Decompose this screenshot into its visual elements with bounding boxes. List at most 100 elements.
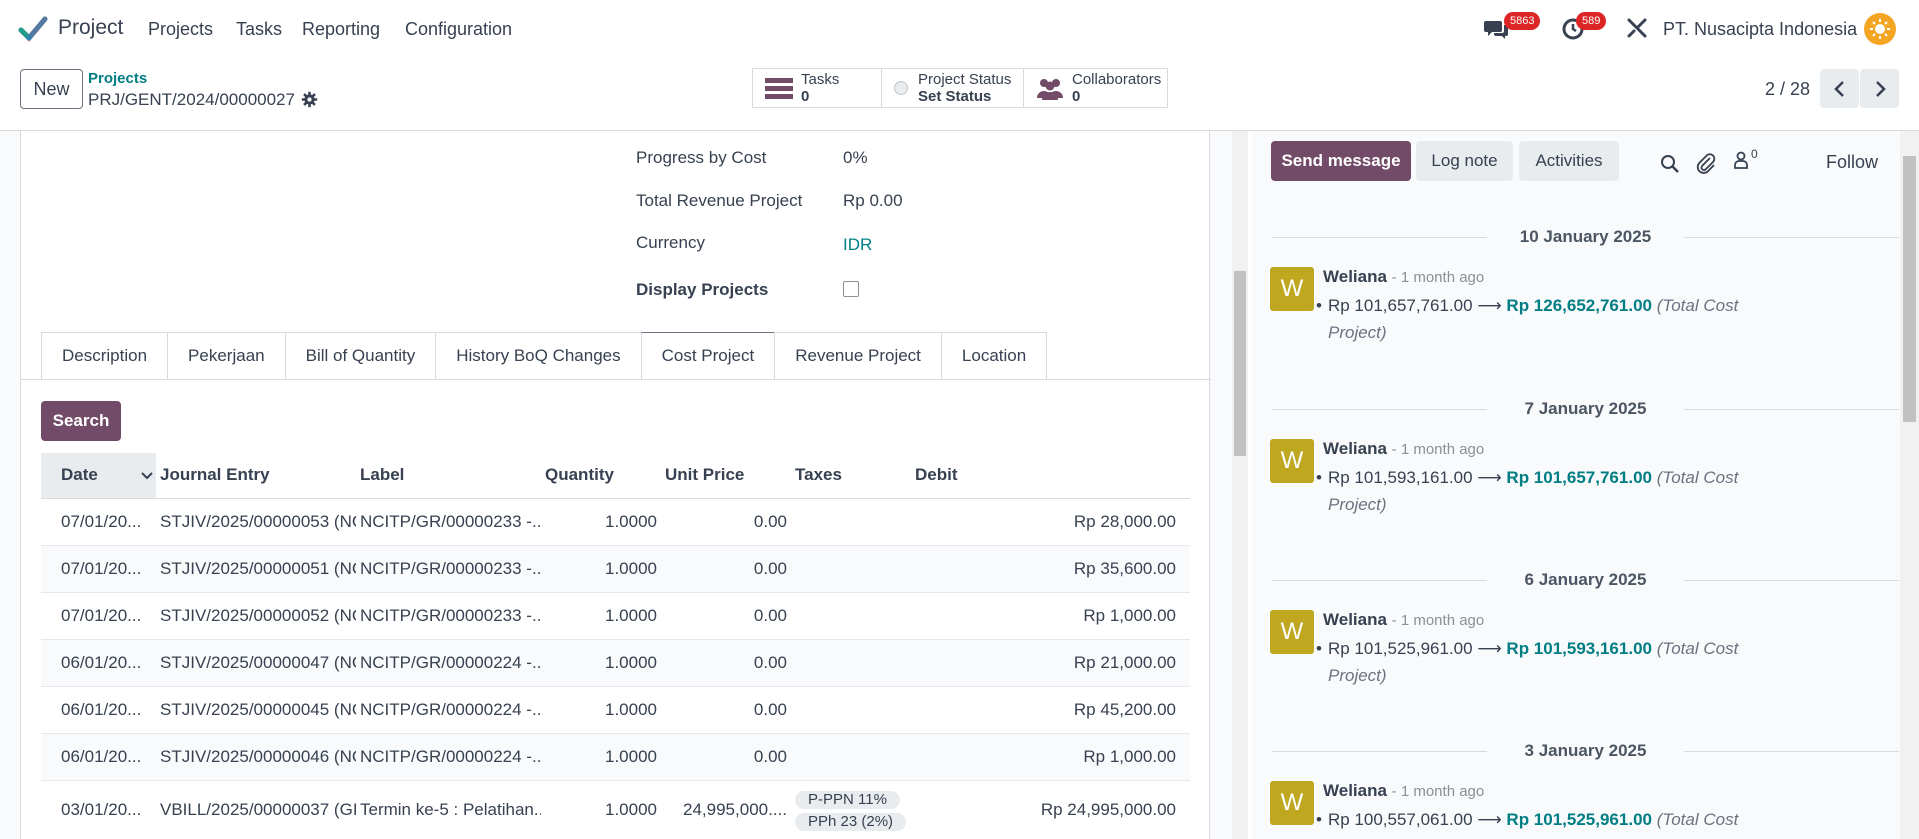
chatter-scrollbar-thumb[interactable] xyxy=(1903,156,1916,422)
tab-cost-project[interactable]: Cost Project xyxy=(640,332,775,380)
table-row[interactable]: 07/01/20... STJIV/2025/00000052 (NC NCITP/… xyxy=(41,592,1190,640)
cell-taxes[interactable] xyxy=(791,592,911,640)
table-row[interactable]: 06/01/20... STJIV/2025/00000045 (NC NCITP/… xyxy=(41,686,1190,734)
column-header-debit[interactable]: Debit xyxy=(911,453,1180,499)
cell-taxes[interactable] xyxy=(791,733,911,781)
app-name[interactable]: Project xyxy=(58,16,124,39)
search-button[interactable]: Search xyxy=(41,401,121,441)
cell-quantity[interactable]: 1.0000 xyxy=(541,780,661,839)
follow-button[interactable]: Follow xyxy=(1826,152,1879,172)
menu-tasks[interactable]: Tasks xyxy=(236,19,283,39)
column-header-date[interactable]: Date xyxy=(41,453,156,499)
cell-debit[interactable]: Rp 28,000.00 xyxy=(911,498,1180,546)
author-name[interactable]: Weliana xyxy=(1323,781,1387,800)
cell-quantity[interactable]: 1.0000 xyxy=(541,545,661,593)
cell-label[interactable]: NCITP/GR/00000233 -... xyxy=(356,498,541,546)
cell-debit[interactable]: Rp 45,200.00 xyxy=(911,686,1180,734)
cell-journal-entry-link[interactable]: STJIV/2025/00000053 (NC xyxy=(156,498,356,546)
menu-projects[interactable]: Projects xyxy=(148,19,214,39)
menu-configuration[interactable]: Configuration xyxy=(405,19,513,39)
column-header-journal-entry[interactable]: Journal Entry xyxy=(156,453,356,499)
column-header-quantity[interactable]: Quantity xyxy=(541,453,661,499)
cell-taxes[interactable] xyxy=(791,498,911,546)
debug-tools-icon[interactable] xyxy=(1626,17,1648,39)
column-header-label[interactable]: Label xyxy=(356,453,541,499)
project-status-smart-button[interactable]: Project Status Set Status xyxy=(881,68,1024,108)
chatter-scrollbar[interactable] xyxy=(1900,131,1919,839)
cell-taxes[interactable]: P-PPN 11% PPh 23 (2%) xyxy=(791,780,911,839)
cell-journal-entry-link[interactable]: STJIV/2025/00000052 (NC xyxy=(156,592,356,640)
tasks-smart-button[interactable]: Tasks 0 xyxy=(752,68,882,108)
table-row[interactable]: 07/01/20... STJIV/2025/00000051 (NC NCITP/… xyxy=(41,545,1190,593)
cell-label[interactable]: NCITP/GR/00000224 -... xyxy=(356,686,541,734)
cell-unit-price[interactable]: 0.00 xyxy=(661,733,791,781)
search-icon[interactable] xyxy=(1660,154,1680,174)
cell-unit-price[interactable]: 24,995,000.... xyxy=(661,780,791,839)
author-avatar[interactable]: W xyxy=(1270,781,1314,825)
messages-button[interactable]: 5863 xyxy=(1484,12,1541,43)
cell-debit[interactable]: Rp 1,000.00 xyxy=(911,592,1180,640)
author-avatar[interactable]: W xyxy=(1270,610,1314,654)
tab-history-boq-changes[interactable]: History BoQ Changes xyxy=(435,332,641,380)
tab-revenue-project[interactable]: Revenue Project xyxy=(774,332,941,380)
followers-button[interactable]: 0 xyxy=(1733,147,1758,174)
cell-date[interactable]: 07/01/20... xyxy=(41,592,156,640)
cell-debit[interactable]: Rp 24,995,000.00 xyxy=(911,780,1180,839)
table-row[interactable]: 03/01/20... VBILL/2025/00000037 (GI Termin… xyxy=(41,780,1190,839)
cell-unit-price[interactable]: 0.00 xyxy=(661,592,791,640)
cell-debit[interactable]: Rp 21,000.00 xyxy=(911,639,1180,687)
activities-button[interactable]: Activities xyxy=(1519,141,1619,181)
table-row[interactable]: 06/01/20... STJIV/2025/00000047 (NC NCITP/… xyxy=(41,639,1190,687)
cell-taxes[interactable] xyxy=(791,545,911,593)
cell-label[interactable]: NCITP/GR/00000233 -... xyxy=(356,592,541,640)
cell-debit[interactable]: Rp 35,600.00 xyxy=(911,545,1180,593)
author-avatar[interactable]: W xyxy=(1270,267,1314,311)
cell-quantity[interactable]: 1.0000 xyxy=(541,733,661,781)
cell-unit-price[interactable]: 0.00 xyxy=(661,498,791,546)
table-row[interactable]: 07/01/20... STJIV/2025/00000053 (NC NCITP/… xyxy=(41,498,1190,546)
cell-journal-entry-link[interactable]: STJIV/2025/00000051 (NC xyxy=(156,545,356,593)
cell-date[interactable]: 06/01/20... xyxy=(41,639,156,687)
cell-unit-price[interactable]: 0.00 xyxy=(661,545,791,593)
send-message-button[interactable]: Send message xyxy=(1271,141,1411,181)
tab-description[interactable]: Description xyxy=(41,332,168,380)
pager-value[interactable]: 2 / 28 xyxy=(1765,79,1811,99)
log-note-button[interactable]: Log note xyxy=(1416,141,1513,181)
cell-quantity[interactable]: 1.0000 xyxy=(541,498,661,546)
cell-taxes[interactable] xyxy=(791,686,911,734)
cell-journal-entry-link[interactable]: STJIV/2025/00000046 (NC xyxy=(156,733,356,781)
form-scrollbar-thumb[interactable] xyxy=(1234,271,1246,456)
author-name[interactable]: Weliana xyxy=(1323,267,1387,286)
cell-taxes[interactable] xyxy=(791,639,911,687)
currency-link[interactable]: IDR xyxy=(843,235,873,254)
cell-quantity[interactable]: 1.0000 xyxy=(541,592,661,640)
author-avatar[interactable]: W xyxy=(1270,439,1314,483)
cell-journal-entry-link[interactable]: STJIV/2025/00000047 (NC xyxy=(156,639,356,687)
column-header-unit-price[interactable]: Unit Price xyxy=(661,453,791,499)
cell-date[interactable]: 06/01/20... xyxy=(41,686,156,734)
gear-icon[interactable] xyxy=(301,91,318,108)
pager-previous-button[interactable] xyxy=(1820,69,1859,108)
company-switcher[interactable]: PT. Nusacipta Indonesia xyxy=(1663,19,1858,39)
cell-date[interactable]: 06/01/20... xyxy=(41,733,156,781)
cell-unit-price[interactable]: 0.00 xyxy=(661,639,791,687)
author-name[interactable]: Weliana xyxy=(1323,610,1387,629)
cell-date[interactable]: 07/01/20... xyxy=(41,545,156,593)
cell-debit[interactable]: Rp 1,000.00 xyxy=(911,733,1180,781)
cell-unit-price[interactable]: 0.00 xyxy=(661,686,791,734)
cell-label[interactable]: NCITP/GR/00000224 -... xyxy=(356,733,541,781)
cell-date[interactable]: 07/01/20... xyxy=(41,498,156,546)
cell-journal-entry-link[interactable]: STJIV/2025/00000045 (NC xyxy=(156,686,356,734)
tab-bill-of-quantity[interactable]: Bill of Quantity xyxy=(284,332,436,380)
display-projects-checkbox[interactable] xyxy=(843,281,859,297)
cell-label[interactable]: NCITP/GR/00000224 -... xyxy=(356,639,541,687)
paperclip-icon[interactable] xyxy=(1696,152,1716,174)
new-button[interactable]: New xyxy=(20,69,83,109)
breadcrumb-projects-link[interactable]: Projects xyxy=(88,70,148,87)
activities-button[interactable]: 589 xyxy=(1561,12,1607,43)
project-app-logo-icon[interactable] xyxy=(18,14,48,44)
author-name[interactable]: Weliana xyxy=(1323,439,1387,458)
tab-pekerjaan[interactable]: Pekerjaan xyxy=(167,332,285,380)
form-scrollbar[interactable] xyxy=(1232,131,1248,839)
user-avatar[interactable] xyxy=(1864,13,1896,45)
